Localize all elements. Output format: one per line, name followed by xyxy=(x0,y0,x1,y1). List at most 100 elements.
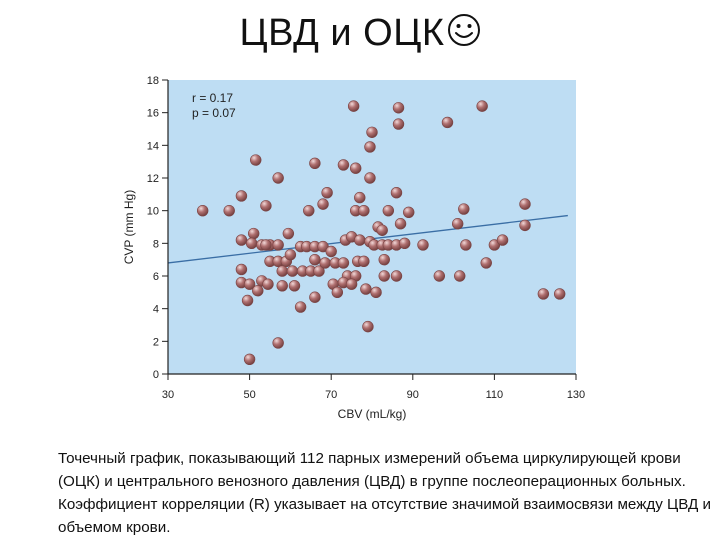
data-point xyxy=(250,154,262,166)
data-point xyxy=(309,253,321,266)
y-tick-label: 12 xyxy=(147,173,159,185)
data-point xyxy=(196,204,209,217)
data-point xyxy=(276,265,288,277)
scatter-chart: 0 2 4 6 8 10 12 14 16 18 30 50 70 90 110 130 r = 0.17p… xyxy=(122,75,585,421)
y-tick-label: 6 xyxy=(153,271,159,283)
data-point xyxy=(241,294,254,307)
x-tick-label: 50 xyxy=(243,389,255,401)
data-point xyxy=(454,270,466,282)
x-tick-label: 90 xyxy=(407,389,419,401)
slide-title-text: ЦВД и ОЦК xyxy=(239,12,445,54)
stat-annotation: p = 0.07 xyxy=(192,106,236,120)
data-point xyxy=(262,278,274,290)
data-point xyxy=(378,253,390,266)
y-tick-label: 8 xyxy=(153,238,159,250)
stat-annotation: r = 0.17 xyxy=(192,91,233,105)
data-point xyxy=(366,126,378,138)
data-point xyxy=(382,204,395,217)
slide-caption: Точечный график, показывающий 112 парных… xyxy=(58,450,712,536)
data-point xyxy=(358,204,370,217)
axes xyxy=(167,80,576,375)
data-point xyxy=(476,100,488,112)
data-point xyxy=(394,218,407,230)
y-tick-label: 16 xyxy=(147,108,159,120)
y-tick-label: 4 xyxy=(153,304,159,316)
x-ticks: 30 50 70 90 110 130 xyxy=(162,374,585,401)
data-point xyxy=(360,283,372,295)
data-point xyxy=(260,200,272,212)
data-point xyxy=(260,239,272,251)
data-point xyxy=(458,203,470,215)
data-point xyxy=(337,159,350,171)
data-point xyxy=(480,257,492,269)
data-point xyxy=(349,162,362,174)
x-axis-label: CBV (mL/kg) xyxy=(338,407,407,421)
y-tick-label: 18 xyxy=(147,75,159,87)
y-axis-label: CVP (mm Hg) xyxy=(122,190,136,264)
data-point xyxy=(370,286,382,299)
data-point xyxy=(325,245,337,258)
data-point xyxy=(321,187,333,199)
data-point xyxy=(354,234,366,246)
y-tick-label: 0 xyxy=(153,369,159,381)
data-point xyxy=(433,270,446,282)
data-point xyxy=(235,190,248,202)
data-point xyxy=(317,198,329,210)
data-point xyxy=(519,198,531,210)
data-point xyxy=(390,187,403,199)
data-point xyxy=(496,234,509,246)
data-point xyxy=(245,237,258,250)
data-point xyxy=(376,224,388,236)
data-point xyxy=(235,263,248,276)
data-point xyxy=(390,270,403,282)
data-point xyxy=(441,116,454,129)
data-point xyxy=(272,239,284,251)
data-point xyxy=(223,204,235,217)
data-point xyxy=(347,100,360,112)
data-point xyxy=(553,288,566,300)
data-point xyxy=(294,301,307,313)
data-point xyxy=(417,239,429,251)
data-point xyxy=(364,141,376,153)
y-tick-label: 10 xyxy=(147,206,159,218)
data-point xyxy=(284,249,297,261)
data-point xyxy=(235,234,248,246)
annotations: r = 0.17p = 0.07 xyxy=(192,91,236,120)
x-tick-label: 70 xyxy=(325,389,337,401)
x-tick-label: 130 xyxy=(567,389,585,401)
y-ticks: 0 2 4 6 8 10 12 14 16 18 xyxy=(147,75,168,381)
data-point xyxy=(243,278,256,290)
slide-title: ЦВД и ОЦК xyxy=(0,12,720,55)
data-point xyxy=(364,172,376,184)
data-point xyxy=(331,286,344,299)
data-point xyxy=(403,206,415,219)
x-tick-label: 110 xyxy=(486,389,504,401)
data-point xyxy=(345,278,358,290)
data-point xyxy=(451,218,464,230)
data-point xyxy=(282,227,295,240)
data-point xyxy=(309,157,321,170)
data-point xyxy=(378,270,390,282)
data-point xyxy=(537,288,550,300)
data-points xyxy=(196,100,566,365)
data-point xyxy=(309,291,321,303)
y-tick-label: 2 xyxy=(153,336,159,348)
data-point xyxy=(460,239,472,251)
smiley-icon xyxy=(447,14,480,46)
data-point xyxy=(313,265,325,277)
data-point xyxy=(247,227,260,240)
data-point xyxy=(519,219,531,232)
data-point xyxy=(243,353,256,365)
y-tick-label: 14 xyxy=(147,140,159,152)
x-tick-label: 30 xyxy=(162,389,174,401)
data-point xyxy=(288,280,301,292)
data-point xyxy=(286,265,299,277)
data-point xyxy=(392,102,405,114)
data-point xyxy=(398,237,411,250)
data-point xyxy=(272,172,284,184)
data-point xyxy=(252,285,264,297)
data-point xyxy=(358,255,370,267)
data-point xyxy=(319,257,331,269)
data-point xyxy=(337,257,350,269)
data-point xyxy=(354,191,366,204)
